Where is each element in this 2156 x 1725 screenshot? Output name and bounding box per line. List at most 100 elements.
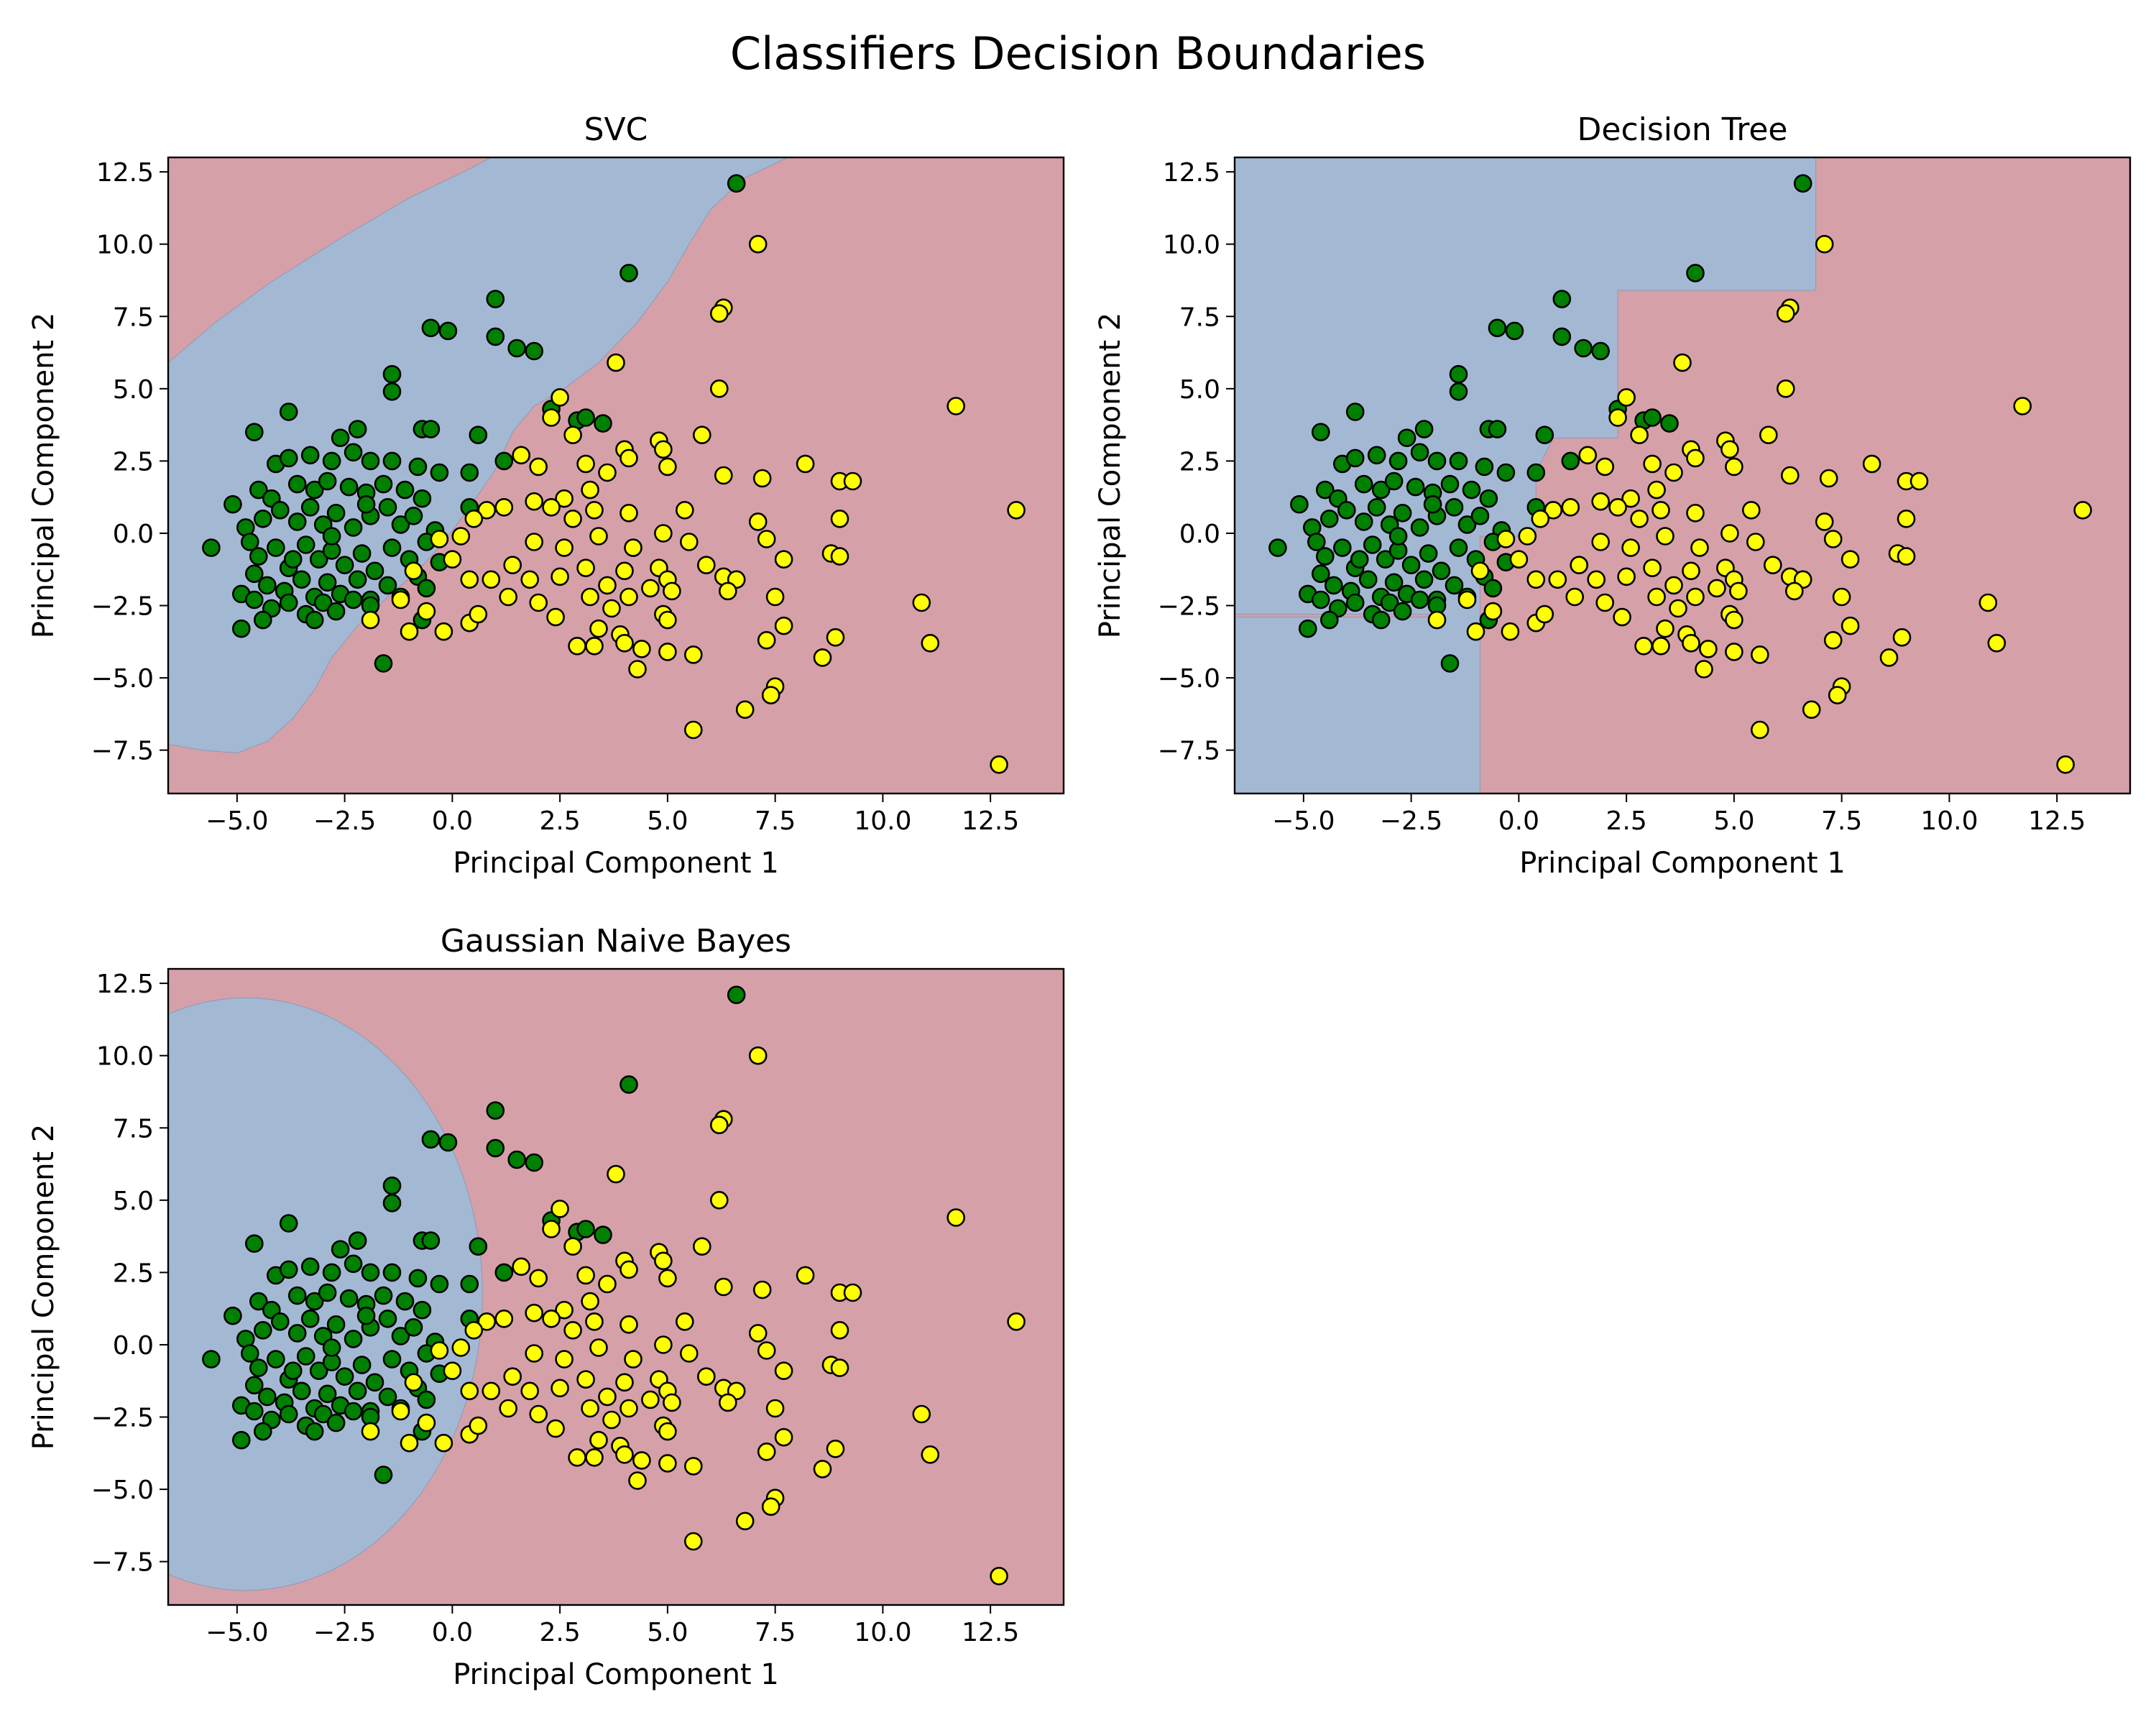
data-point-class-1 [628,660,647,678]
data-point-class-1 [464,1321,484,1340]
data-point-class-1 [1656,619,1674,638]
data-point-class-1 [1832,587,1851,607]
data-point-class-1 [525,1344,544,1363]
data-point-class-1 [1651,636,1670,656]
data-point-class-1 [568,636,586,656]
data-point-class-0 [361,1263,380,1282]
data-point-class-1 [1457,590,1477,610]
data-point-class-1 [443,1361,462,1380]
axes-frame [1233,156,2132,795]
data-point-class-1 [1647,480,1666,500]
data-point-class-1 [542,1220,561,1238]
data-point-class-0 [1414,570,1434,589]
data-point-class-1 [990,1567,1008,1586]
data-point-class-0 [249,480,268,500]
data-point-class-0 [1483,579,1503,598]
data-point-class-1 [585,500,604,520]
data-point-class-0 [1384,472,1404,491]
data-point-class-0 [1488,420,1507,438]
data-point-class-0 [292,1381,311,1401]
data-point-class-1 [598,463,617,482]
data-point-class-0 [382,382,402,401]
data-point-class-1 [555,1350,573,1368]
data-point-class-0 [1307,533,1326,551]
data-point-class-1 [1751,645,1769,664]
data-point-class-0 [1526,463,1546,482]
data-point-class-0 [1591,341,1610,361]
data-point-class-0 [305,610,324,630]
data-point-class-0 [313,1404,333,1424]
data-point-class-1 [748,512,768,531]
x-tick-label: 7.5 [1821,806,1862,836]
data-point-class-1 [469,604,488,624]
data-point-class-0 [1371,480,1391,500]
data-point-class-1 [796,454,815,474]
y-tick-label: −7.5 [91,1548,154,1578]
data-point-class-0 [486,290,505,308]
data-point-class-1 [709,1116,729,1134]
data-point-class-0 [1384,573,1404,592]
data-point-class-1 [632,640,651,658]
data-point-class-1 [1777,379,1795,398]
data-point-class-1 [1509,550,1529,569]
data-point-class-0 [525,341,544,361]
data-point-class-1 [663,581,681,601]
data-point-class-0 [266,538,285,557]
data-point-class-1 [826,1440,845,1458]
data-point-class-1 [477,1312,497,1331]
data-point-class-1 [1561,497,1580,517]
data-point-class-0 [1449,451,1468,471]
data-point-class-0 [382,1263,402,1282]
x-tick-label: 12.5 [2028,806,2086,836]
y-tick-label: 2.5 [1179,447,1220,477]
data-point-class-1 [585,1312,604,1331]
data-point-class-1 [546,607,565,627]
data-point-class-1 [589,1430,608,1450]
data-point-class-1 [654,1335,673,1354]
data-point-class-0 [300,1257,320,1276]
x-tick-label: 0.0 [1498,806,1539,836]
x-tick-label: −2.5 [313,1618,376,1647]
data-point-class-0 [300,1310,320,1328]
data-point-class-1 [1613,607,1631,627]
data-point-class-1 [830,509,849,528]
data-point-class-1 [663,1393,681,1412]
data-point-class-0 [1432,561,1451,581]
data-point-class-1 [615,1445,634,1464]
data-point-class-0 [224,1306,242,1325]
data-point-class-1 [581,1399,599,1418]
data-point-class-0 [1320,610,1339,630]
data-point-class-1 [1695,660,1713,678]
data-point-class-0 [1440,474,1460,494]
data-point-class-0 [391,1327,410,1346]
data-point-class-1 [568,1448,586,1467]
data-point-class-0 [279,448,298,468]
data-point-class-0 [1445,576,1464,595]
data-point-class-1 [499,587,518,607]
data-point-class-1 [529,1404,548,1424]
data-point-class-1 [658,643,677,661]
data-point-class-0 [296,535,315,554]
data-point-class-1 [714,1277,733,1297]
data-point-class-0 [1449,382,1468,401]
data-point-class-0 [202,1350,221,1368]
data-point-class-1 [1828,686,1847,705]
data-point-class-0 [318,573,337,592]
data-point-class-0 [469,426,488,445]
data-point-class-1 [990,755,1008,774]
data-point-class-0 [1325,576,1343,595]
data-point-class-1 [748,1046,768,1065]
data-point-class-1 [482,570,501,589]
data-point-class-1 [1815,234,1834,254]
data-point-class-1 [1815,512,1834,531]
data-point-class-1 [1682,633,1700,653]
data-point-class-0 [322,527,341,546]
data-point-class-0 [231,1430,251,1450]
data-point-class-1 [434,1433,453,1453]
data-point-class-1 [404,1373,423,1392]
data-point-class-1 [1518,527,1537,546]
data-point-class-0 [1299,619,1317,638]
data-point-class-1 [774,1427,793,1447]
data-point-class-0 [202,538,221,557]
